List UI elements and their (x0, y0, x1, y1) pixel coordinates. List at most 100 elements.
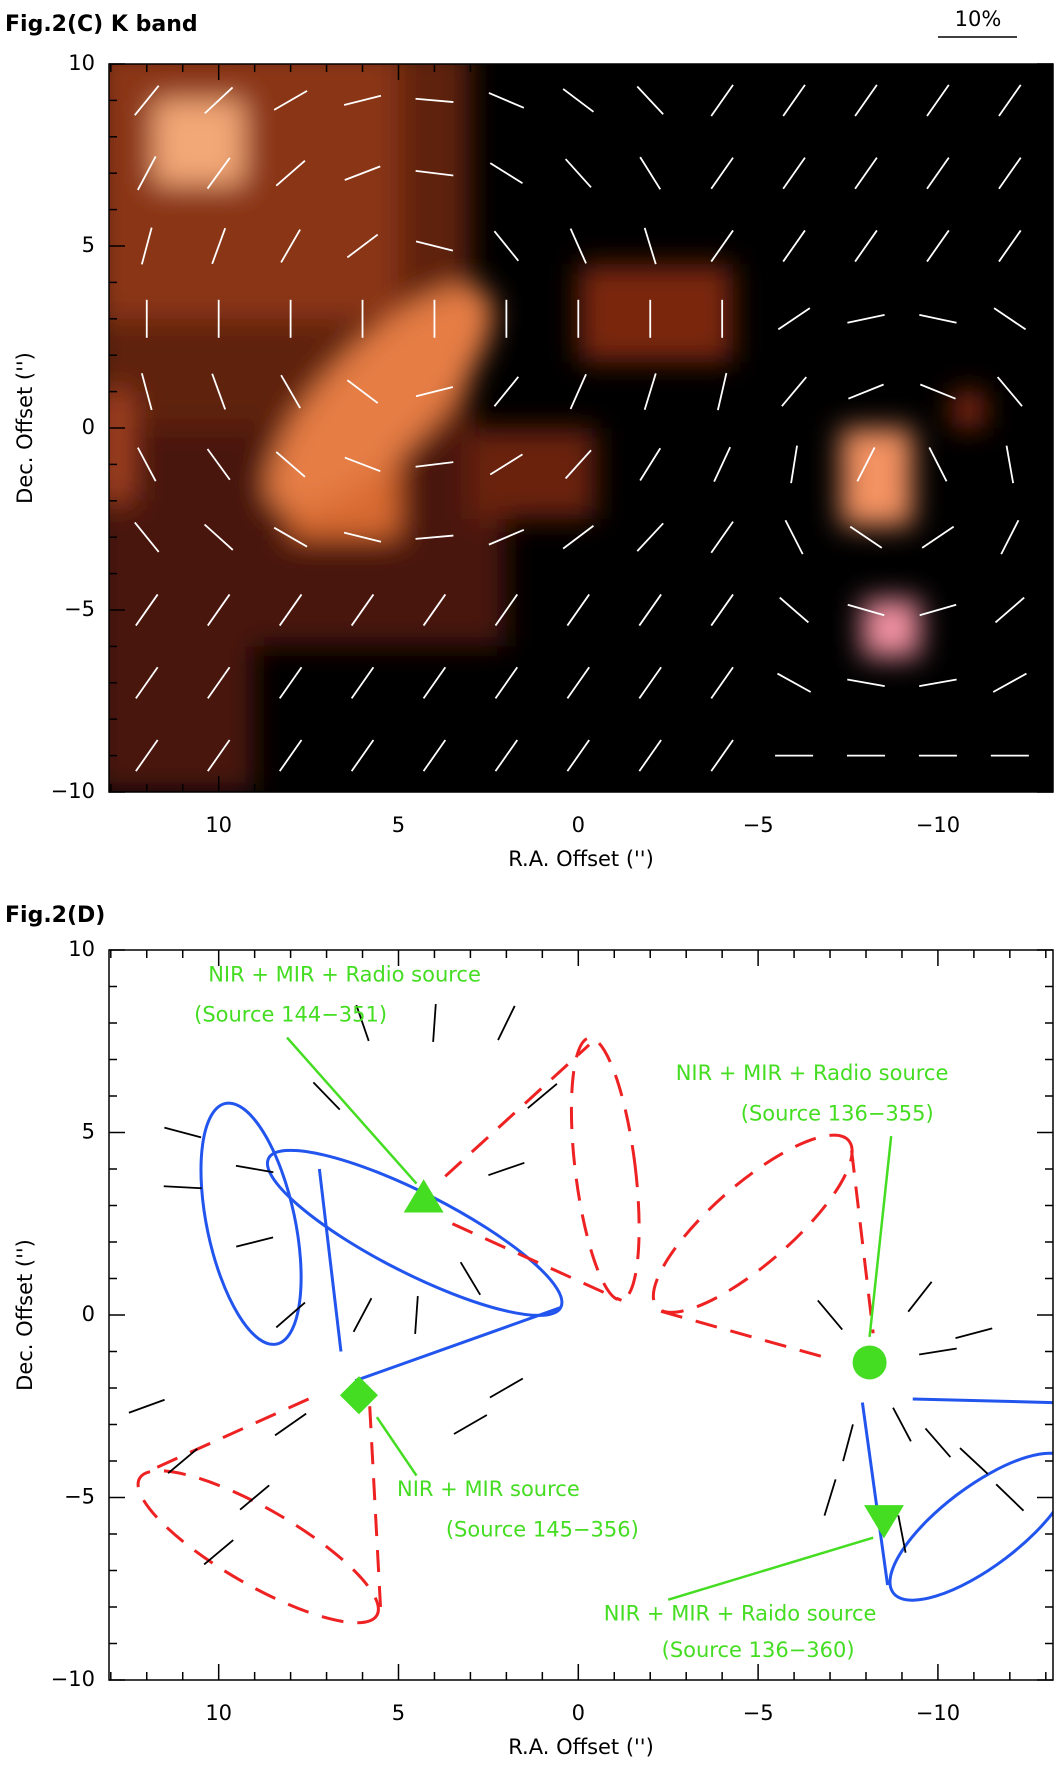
annotation-leader (286, 1036, 418, 1185)
polarization-vector (350, 739, 375, 772)
polarization-vector (273, 526, 308, 548)
polarization-vector (203, 523, 234, 551)
polarization-vector (235, 1164, 274, 1174)
polarization-vector (564, 158, 592, 188)
annotation-label: NIR + MIR + Radio source (676, 1061, 949, 1085)
polarization-vector (350, 593, 375, 627)
plot-area (109, 64, 1053, 792)
polarization-vector (847, 603, 885, 617)
polarization-vector (494, 666, 519, 699)
polarization-vector (493, 230, 520, 262)
polarization-vector (782, 229, 806, 263)
polarization-vector (346, 379, 379, 404)
y-tick-label: 10 (68, 937, 95, 961)
polarization-vector (897, 1515, 907, 1553)
y-tick-label: −10 (51, 779, 95, 803)
polarization-vector (488, 528, 525, 546)
polarization-vector (343, 94, 382, 106)
x-tick-label: −10 (916, 813, 960, 837)
polarization-vector (278, 593, 303, 627)
polarization-vector (782, 157, 806, 190)
polarization-vector (278, 666, 303, 699)
polarization-vector (926, 229, 950, 263)
intensity-region (840, 428, 913, 527)
polarization-vector (343, 531, 382, 543)
intensity-region (267, 285, 494, 512)
outflow-cone-edge (912, 1397, 1053, 1405)
y-tick-label: −5 (64, 597, 95, 621)
outflow-cone (569, 1036, 641, 1302)
outflow-cone (651, 1133, 854, 1314)
polarization-vector (1005, 445, 1015, 484)
polarization-vector (489, 162, 523, 185)
polarization-vector (527, 1083, 558, 1109)
polarization-vector (907, 1281, 933, 1313)
polarization-vector (344, 456, 381, 473)
source-marker (852, 1345, 887, 1380)
polarization-vector (998, 157, 1022, 190)
outflow-cone-edge (860, 1402, 890, 1586)
polarization-vector (928, 447, 948, 482)
polarization-vector (274, 1412, 307, 1437)
polarization-vector (275, 160, 306, 187)
polarization-vector (346, 233, 379, 259)
polarization-vector (777, 672, 812, 693)
polarization-vector (432, 1003, 437, 1043)
polarization-vector (140, 373, 153, 411)
polarization-vector (415, 386, 454, 398)
polarization-vector (636, 85, 664, 115)
annotation-label: (Source 145−356) (446, 1517, 639, 1541)
annotation-label: NIR + MIR + Raido source (604, 1601, 877, 1625)
polarization-vector (710, 739, 734, 772)
outflow-cone-edge (354, 1306, 561, 1383)
polarization-vector (919, 1347, 957, 1356)
polarization-vector (415, 534, 454, 540)
polarization-vector (569, 373, 587, 410)
polarization-vector (312, 1081, 341, 1111)
polarization-vector (207, 666, 231, 699)
polarization-vector (638, 593, 662, 627)
intensity-region (470, 428, 597, 519)
polarization-vector (919, 383, 956, 400)
annotation-label: (Source 136−355) (741, 1101, 934, 1125)
polarization-vector (716, 372, 728, 411)
polarization-vector (414, 1295, 419, 1335)
x-axis-label: R.A. Offset ('') (508, 1735, 654, 1759)
polarization-vector (135, 593, 159, 627)
annotation-leader (868, 1136, 893, 1338)
panel-title: Fig.2(D) (5, 903, 105, 928)
outflow-cone (888, 1451, 1053, 1602)
polarization-vector (924, 1427, 952, 1458)
polarization-vector (823, 1479, 837, 1516)
polarization-vector (140, 227, 153, 265)
polarization-vector (854, 84, 878, 117)
intensity-region (578, 264, 733, 363)
polarization-vector (643, 227, 657, 265)
polarization-vector (488, 92, 525, 109)
polarization-vector (352, 1297, 373, 1333)
polarization-vector (135, 739, 159, 772)
polarization-vector (710, 521, 734, 554)
polarization-vector (137, 156, 157, 191)
polarization-vector (856, 447, 876, 482)
polarization-vector (849, 525, 883, 549)
outflow-cone-edge (444, 1043, 591, 1178)
polarization-vector (280, 229, 301, 263)
polarization-vector (995, 1483, 1025, 1512)
polarization-vector (854, 157, 878, 190)
plot-area (128, 1003, 1053, 1625)
polarization-vector (211, 373, 227, 410)
polarization-vector (163, 1185, 202, 1190)
annotation-leader (375, 1416, 418, 1477)
source-marker (403, 1179, 444, 1213)
annotation-label: NIR + MIR source (397, 1477, 580, 1501)
y-tick-label: 0 (82, 415, 95, 439)
polarization-vector (639, 156, 662, 190)
polarization-vector (564, 449, 592, 480)
x-tick-label: 10 (205, 1701, 232, 1725)
y-axis-label: Dec. Offset ('') (13, 1239, 37, 1391)
outflow-cone-edge (368, 1406, 383, 1608)
polarization-vector (497, 1005, 516, 1041)
source-marker (339, 1376, 378, 1415)
